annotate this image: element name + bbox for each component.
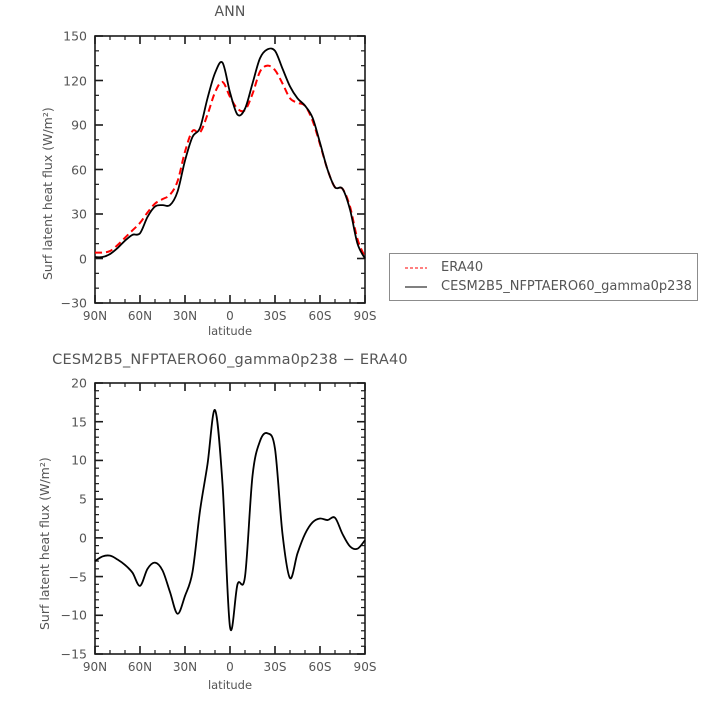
bottom-xtick-label: 30S	[263, 660, 287, 674]
legend-entry-era40: ERA40	[394, 258, 692, 277]
top-xtick-label: 90S	[353, 309, 377, 323]
top-ytick-label: 30	[71, 206, 87, 222]
bottom-xtick-label: 60N	[127, 660, 153, 674]
top-xtick-label: 30S	[263, 309, 287, 323]
top-xtick-label: 60N	[127, 309, 153, 323]
top-ytick-label: −30	[60, 295, 87, 311]
legend-label-era40: ERA40	[441, 260, 484, 275]
legend-label-model: CESM2B5_NFPTAERO60_gamma0p238	[441, 279, 692, 294]
series-line-1	[94, 47, 366, 259]
legend-line-dashed-red	[405, 267, 427, 268]
top-ytick-label: 150	[63, 28, 87, 44]
bottom-plot-title: CESM2B5_NFPTAERO60_gamma0p238 − ERA40	[52, 352, 408, 368]
top-xtick-label: 90N	[82, 309, 108, 323]
bottom-ytick-label: 15	[71, 414, 87, 430]
top-xtick-label: 0	[226, 309, 234, 323]
legend-entry-model: CESM2B5_NFPTAERO60_gamma0p238	[394, 277, 692, 296]
bottom-xtick-label: 60S	[308, 660, 332, 674]
bottom-xtick-label: 0	[226, 660, 234, 674]
top-ytick-label: 90	[71, 117, 87, 133]
bottom-ytick-label: 0	[79, 530, 87, 546]
bottom-ytick-label: 10	[71, 452, 87, 468]
top-plot-svg	[94, 35, 366, 304]
legend-box: ERA40 CESM2B5_NFPTAERO60_gamma0p238	[389, 253, 698, 301]
series-line-0	[94, 409, 366, 632]
bottom-xtick-label: 90S	[353, 660, 377, 674]
top-xtick-label: 30N	[172, 309, 198, 323]
bottom-xtick-label: 90N	[82, 660, 108, 674]
bottom-xtick-label: 30N	[172, 660, 198, 674]
top-plot-panel	[0, 0, 400, 345]
top-ytick-label: 0	[79, 251, 87, 266]
bottom-ytick-label: −15	[60, 646, 87, 662]
bottom-ytick-label: −10	[60, 607, 87, 623]
legend-line-solid-black	[405, 286, 427, 287]
top-plot-title: ANN	[214, 4, 246, 20]
bottom-ytick-label: 20	[71, 375, 87, 391]
bottom-ytick-label: 5	[79, 491, 87, 507]
top-x-axis-label: latitude	[207, 324, 253, 338]
bottom-ytick-label: −5	[68, 569, 87, 585]
top-ytick-label: 60	[71, 162, 87, 177]
bottom-x-axis-label: latitude	[207, 678, 253, 692]
top-ytick-label: 120	[63, 73, 87, 88]
bottom-plot-svg	[94, 382, 366, 655]
top-xtick-label: 60S	[308, 309, 332, 323]
bottom-plot-panel	[0, 360, 400, 703]
